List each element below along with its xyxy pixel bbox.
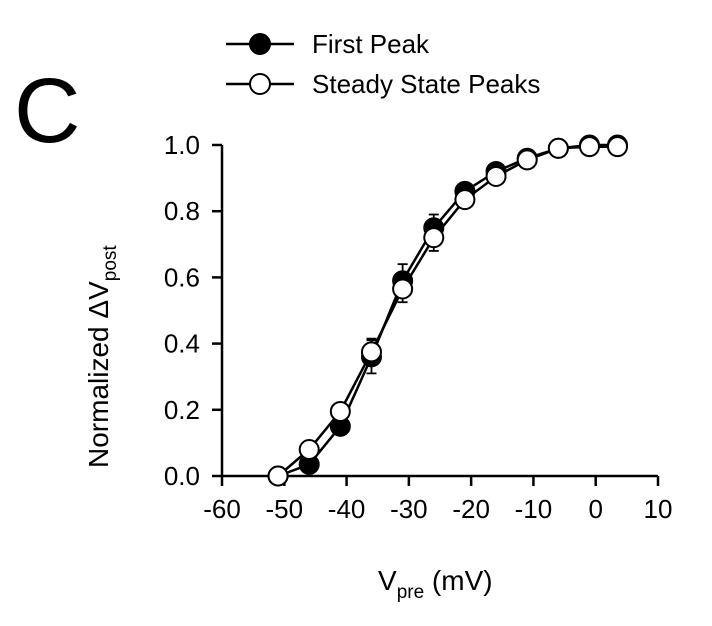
y-tick-label: 0.8 [164,196,200,226]
legend-item-first-peak: First Peak [226,29,430,59]
legend: First Peak Steady State Peaks [226,29,540,99]
x-tick-label: 0 [588,494,602,524]
data-point [423,227,445,249]
x-axis-title-sub: pre [397,582,424,603]
y-tick-label: 1.0 [164,130,200,160]
data-point [607,136,629,158]
y-axis-title-main: Normalized ΔV [83,281,114,468]
y-ticks: 0.0 0.2 0.4 0.6 0.8 1.0 [164,130,222,491]
data-point [485,165,507,187]
data-point [516,149,538,171]
data-point [267,465,289,487]
y-tick-label: 0.0 [164,461,200,491]
legend-marker-steady-state [249,73,271,95]
x-ticks: -60 -50 -40 -30 -20 -10 0 10 [203,476,672,524]
data-point [329,400,351,422]
panel-letter: C [14,60,80,162]
legend-label-steady-state: Steady State Peaks [312,69,540,99]
x-axis-title-main: V [378,565,397,596]
data-point [298,439,320,461]
axes [220,145,658,478]
legend-marker-first-peak [249,33,271,55]
x-tick-label: -40 [328,494,366,524]
series-line [277,145,618,477]
y-axis-title: Normalized ΔVpost [83,245,121,468]
data-point [578,136,600,158]
legend-item-steady-state: Steady State Peaks [226,69,540,99]
x-axis-title: Vpre (mV) [378,565,493,603]
x-tick-label: -10 [515,494,553,524]
legend-label-first-peak: First Peak [312,29,430,59]
y-tick-label: 0.4 [164,329,200,359]
x-tick-label: 10 [644,494,673,524]
data-point [547,137,569,159]
plot-area [267,134,629,487]
x-tick-label: -30 [390,494,428,524]
x-tick-label: -60 [203,494,241,524]
y-tick-label: 0.2 [164,395,200,425]
data-point [392,278,414,300]
data-point [454,189,476,211]
y-axis-title-sub: post [100,245,121,282]
data-point [360,341,382,363]
x-tick-label: -20 [452,494,490,524]
series-steady-state [267,136,629,487]
x-axis-title-rest: (mV) [424,565,492,596]
x-tick-label: -50 [265,494,303,524]
y-tick-label: 0.6 [164,262,200,292]
